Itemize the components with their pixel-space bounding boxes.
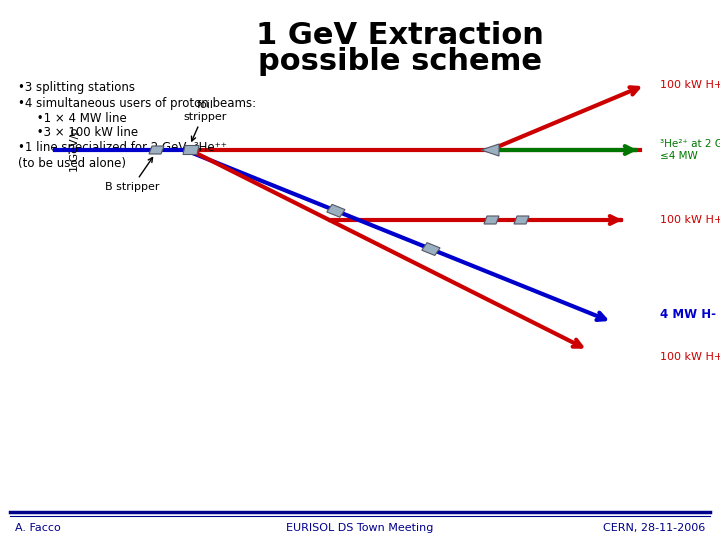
Text: foil
stripper: foil stripper <box>184 100 227 141</box>
Text: EURISOL DS Town Meeting: EURISOL DS Town Meeting <box>287 523 433 533</box>
Text: •3 × 100 kW line: •3 × 100 kW line <box>18 126 138 139</box>
Text: possible scheme: possible scheme <box>258 48 542 77</box>
Text: ³He²⁺ at 2 GeV
≤4 MW: ³He²⁺ at 2 GeV ≤4 MW <box>660 139 720 161</box>
Text: •4 simultaneous users of proton beams:: •4 simultaneous users of proton beams: <box>18 97 256 110</box>
Text: A. Facco: A. Facco <box>15 523 60 533</box>
Text: 100 kW H+: 100 kW H+ <box>660 80 720 90</box>
Polygon shape <box>327 204 345 217</box>
Text: 100 kW H+: 100 kW H+ <box>660 352 720 362</box>
Text: •1 line specialized for 2 GeV, ³He⁺⁺: •1 line specialized for 2 GeV, ³He⁺⁺ <box>18 141 227 154</box>
Text: 1 GeV Extraction: 1 GeV Extraction <box>256 21 544 50</box>
Polygon shape <box>484 216 499 224</box>
Text: •3 splitting stations: •3 splitting stations <box>18 82 135 94</box>
Text: 1 GeV/p: 1 GeV/p <box>70 128 80 172</box>
Polygon shape <box>514 216 529 224</box>
Text: 100 kW H+: 100 kW H+ <box>660 215 720 225</box>
Polygon shape <box>481 144 499 156</box>
Polygon shape <box>183 145 199 154</box>
Polygon shape <box>422 242 440 255</box>
Text: •1 × 4 MW line: •1 × 4 MW line <box>18 111 127 125</box>
Text: (to be used alone): (to be used alone) <box>18 157 126 170</box>
Text: CERN, 28-11-2006: CERN, 28-11-2006 <box>603 523 705 533</box>
Polygon shape <box>149 146 164 154</box>
Text: B stripper: B stripper <box>105 158 160 192</box>
Text: 4 MW H-: 4 MW H- <box>660 308 716 321</box>
